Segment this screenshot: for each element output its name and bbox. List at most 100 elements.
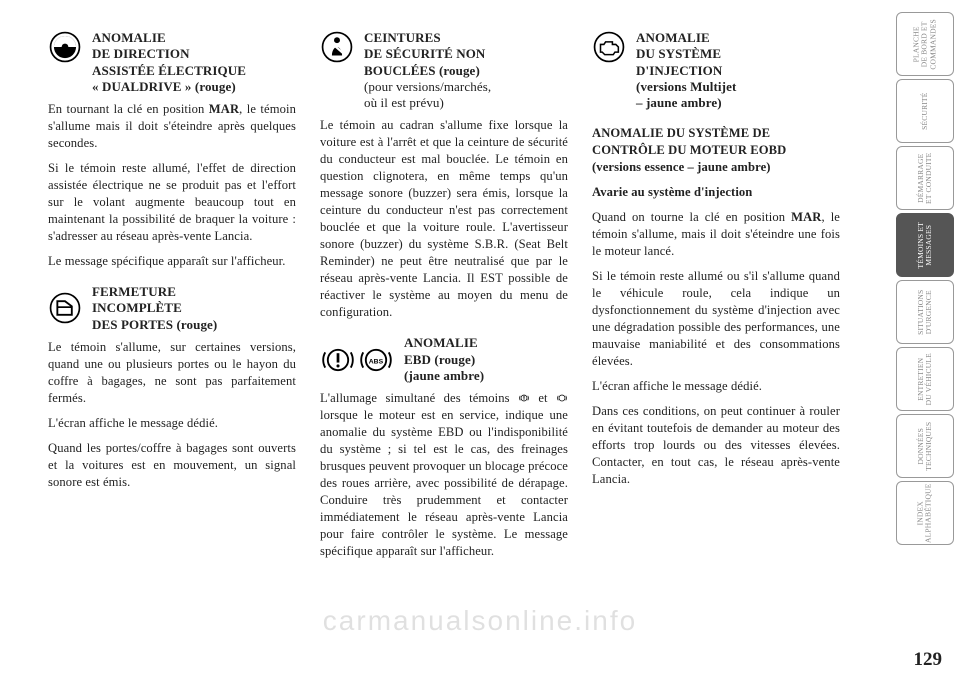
tab-donnees[interactable]: DONNÉES TECHNIQUES: [896, 414, 954, 478]
tab-label: PLANCHE DE BORD ET COMMANDES: [913, 16, 938, 72]
para: Le témoin s'allume, sur certaines versio…: [48, 339, 296, 407]
t: Avarie au système d'injection: [592, 185, 752, 199]
t: lorsque le moteur est en service, indiqu…: [320, 408, 568, 558]
section-steering: ANOMALIE DE DIRECTION ASSISTÉE ÉLECTRIQU…: [48, 30, 296, 270]
column-1: ANOMALIE DE DIRECTION ASSISTÉE ÉLECTRIQU…: [48, 30, 296, 650]
para: Le témoin au cadran s'allume fixe lorsqu…: [320, 117, 568, 321]
t: versions Multijet: [640, 79, 736, 94]
para: Quand les portes/coffre à bagages sont o…: [48, 440, 296, 491]
t: ): [471, 352, 475, 367]
brake-abs-icon: ABS: [320, 343, 394, 377]
t: rouge: [439, 352, 471, 367]
para: Dans ces conditions, on peut continuer à…: [592, 403, 840, 488]
t: et: [530, 391, 556, 405]
para: Quand on tourne la clé en position MAR, …: [592, 209, 840, 260]
tab-label: SITUATIONS D'URGENCE: [917, 284, 934, 340]
section-injection: ANOMALIE DU SYSTÈME D'INJECTION (version…: [592, 30, 840, 111]
t: ANOMALIE: [92, 30, 166, 45]
t: ): [213, 317, 217, 332]
section-doors: FERMETURE INCOMPLÈTE DES PORTES (rouge) …: [48, 284, 296, 491]
t: EBD (: [404, 352, 439, 367]
heading-injection: ANOMALIE DU SYSTÈME D'INJECTION (version…: [592, 30, 840, 111]
title-injection: ANOMALIE DU SYSTÈME D'INJECTION (version…: [636, 30, 736, 111]
t: versions essence – jaune ambre: [596, 160, 766, 174]
para: En tournant la clé en position MAR, le t…: [48, 101, 296, 152]
t: Quand on tourne la clé en position: [592, 210, 791, 224]
t: ): [717, 95, 721, 110]
t: ): [231, 79, 235, 94]
heading-seatbelt: CEINTURES DE SÉCURITÉ NON BOUCLÉES (roug…: [320, 30, 568, 111]
t: MAR: [791, 210, 821, 224]
t: DE DIRECTION: [92, 46, 190, 61]
t: jaune ambre: [408, 368, 479, 383]
heading-steering: ANOMALIE DE DIRECTION ASSISTÉE ÉLECTRIQU…: [48, 30, 296, 95]
tab-securite[interactable]: SÉCURITÉ: [896, 79, 954, 143]
seatbelt-icon: [320, 30, 354, 64]
t: D'INJECTION: [636, 63, 722, 78]
door-open-icon: [48, 291, 82, 325]
t: INCOMPLÈTE: [92, 300, 182, 315]
tab-index[interactable]: INDEX ALPHABÉTIQUE: [896, 481, 954, 545]
t: « DUALDRIVE » (: [92, 79, 199, 94]
tab-label: INDEX ALPHABÉTIQUE: [917, 483, 934, 542]
t: MAR: [209, 102, 239, 116]
section-ebd: ABS ANOMALIE EBD (rouge) (jaune ambre) L…: [320, 335, 568, 560]
para: L'écran affiche le message dédié.: [592, 378, 840, 395]
t: ANOMALIE: [404, 335, 478, 350]
title-steering: ANOMALIE DE DIRECTION ASSISTÉE ÉLECTRIQU…: [92, 30, 246, 95]
heading-doors: FERMETURE INCOMPLÈTE DES PORTES (rouge): [48, 284, 296, 333]
abs-inline-icon: [556, 393, 568, 403]
column-2: CEINTURES DE SÉCURITÉ NON BOUCLÉES (roug…: [320, 30, 568, 650]
title-seatbelt: CEINTURES DE SÉCURITÉ NON BOUCLÉES (roug…: [364, 30, 491, 111]
t: ): [480, 368, 484, 383]
t: DE SÉCURITÉ NON: [364, 46, 485, 61]
subheading-avarie: Avarie au système d'injection: [592, 184, 840, 201]
t: FERMETURE: [92, 284, 176, 299]
tab-label: DONNÉES TECHNIQUES: [917, 418, 934, 474]
title-doors: FERMETURE INCOMPLÈTE DES PORTES (rouge): [92, 284, 217, 333]
t: (pour versions/marchés,: [364, 79, 491, 94]
para: Le message spécifique apparaît sur l'aff…: [48, 253, 296, 270]
side-tabs: PLANCHE DE BORD ET COMMANDES SÉCURITÉ DÉ…: [896, 12, 954, 548]
steering-wheel-icon: [48, 30, 82, 64]
t: où il est prévu): [364, 95, 444, 110]
subheading-eobd: ANOMALIE DU SYSTÈME DE CONTRÔLE DU MOTEU…: [592, 125, 840, 176]
t: rouge: [199, 79, 231, 94]
para: L'écran affiche le message dédié.: [48, 415, 296, 432]
t: DU SYSTÈME: [636, 46, 721, 61]
t: ): [475, 63, 479, 78]
page-content: ANOMALIE DE DIRECTION ASSISTÉE ÉLECTRIQU…: [48, 30, 840, 650]
title-ebd: ANOMALIE EBD (rouge) (jaune ambre): [404, 335, 484, 384]
brake-inline-icon: [518, 393, 530, 403]
tab-entretien[interactable]: ENTRETIEN DU VÉHICULE: [896, 347, 954, 411]
tab-planche[interactable]: PLANCHE DE BORD ET COMMANDES: [896, 12, 954, 76]
t: ): [766, 160, 770, 174]
t: En tournant la clé en position: [48, 102, 209, 116]
tab-label: TÉMOINS ET MESSAGES: [917, 217, 934, 273]
tab-urgence[interactable]: SITUATIONS D'URGENCE: [896, 280, 954, 344]
t: ASSISTÉE ÉLECTRIQUE: [92, 63, 246, 78]
t: ANOMALIE: [636, 30, 710, 45]
tab-temoins[interactable]: TÉMOINS ET MESSAGES: [896, 213, 954, 277]
page-number: 129: [914, 649, 943, 671]
section-seatbelt: CEINTURES DE SÉCURITÉ NON BOUCLÉES (roug…: [320, 30, 568, 321]
t: rouge: [443, 63, 475, 78]
para: Si le témoin reste allumé ou s'il s'allu…: [592, 268, 840, 370]
t: CONTRÔLE DU MOTEUR EOBD: [592, 143, 786, 157]
t: L'allumage simultané des témoins: [320, 391, 518, 405]
para: Si le témoin reste allumé, l'effet de di…: [48, 160, 296, 245]
t: – jaune ambre: [636, 95, 717, 110]
t: CEINTURES: [364, 30, 441, 45]
t: rouge: [181, 317, 213, 332]
tab-label: SÉCURITÉ: [921, 83, 929, 139]
tab-label: ENTRETIEN DU VÉHICULE: [917, 351, 934, 407]
tab-label: DÉMARRAGE ET CONDUITE: [917, 150, 934, 206]
svg-text:ABS: ABS: [369, 358, 384, 365]
t: BOUCLÉES (: [364, 63, 443, 78]
tab-demarrage[interactable]: DÉMARRAGE ET CONDUITE: [896, 146, 954, 210]
t: DES PORTES (: [92, 317, 181, 332]
engine-icon: [592, 30, 626, 64]
column-3: ANOMALIE DU SYSTÈME D'INJECTION (version…: [592, 30, 840, 650]
heading-ebd: ABS ANOMALIE EBD (rouge) (jaune ambre): [320, 335, 568, 384]
para: L'allumage simultané des témoins et lors…: [320, 390, 568, 560]
